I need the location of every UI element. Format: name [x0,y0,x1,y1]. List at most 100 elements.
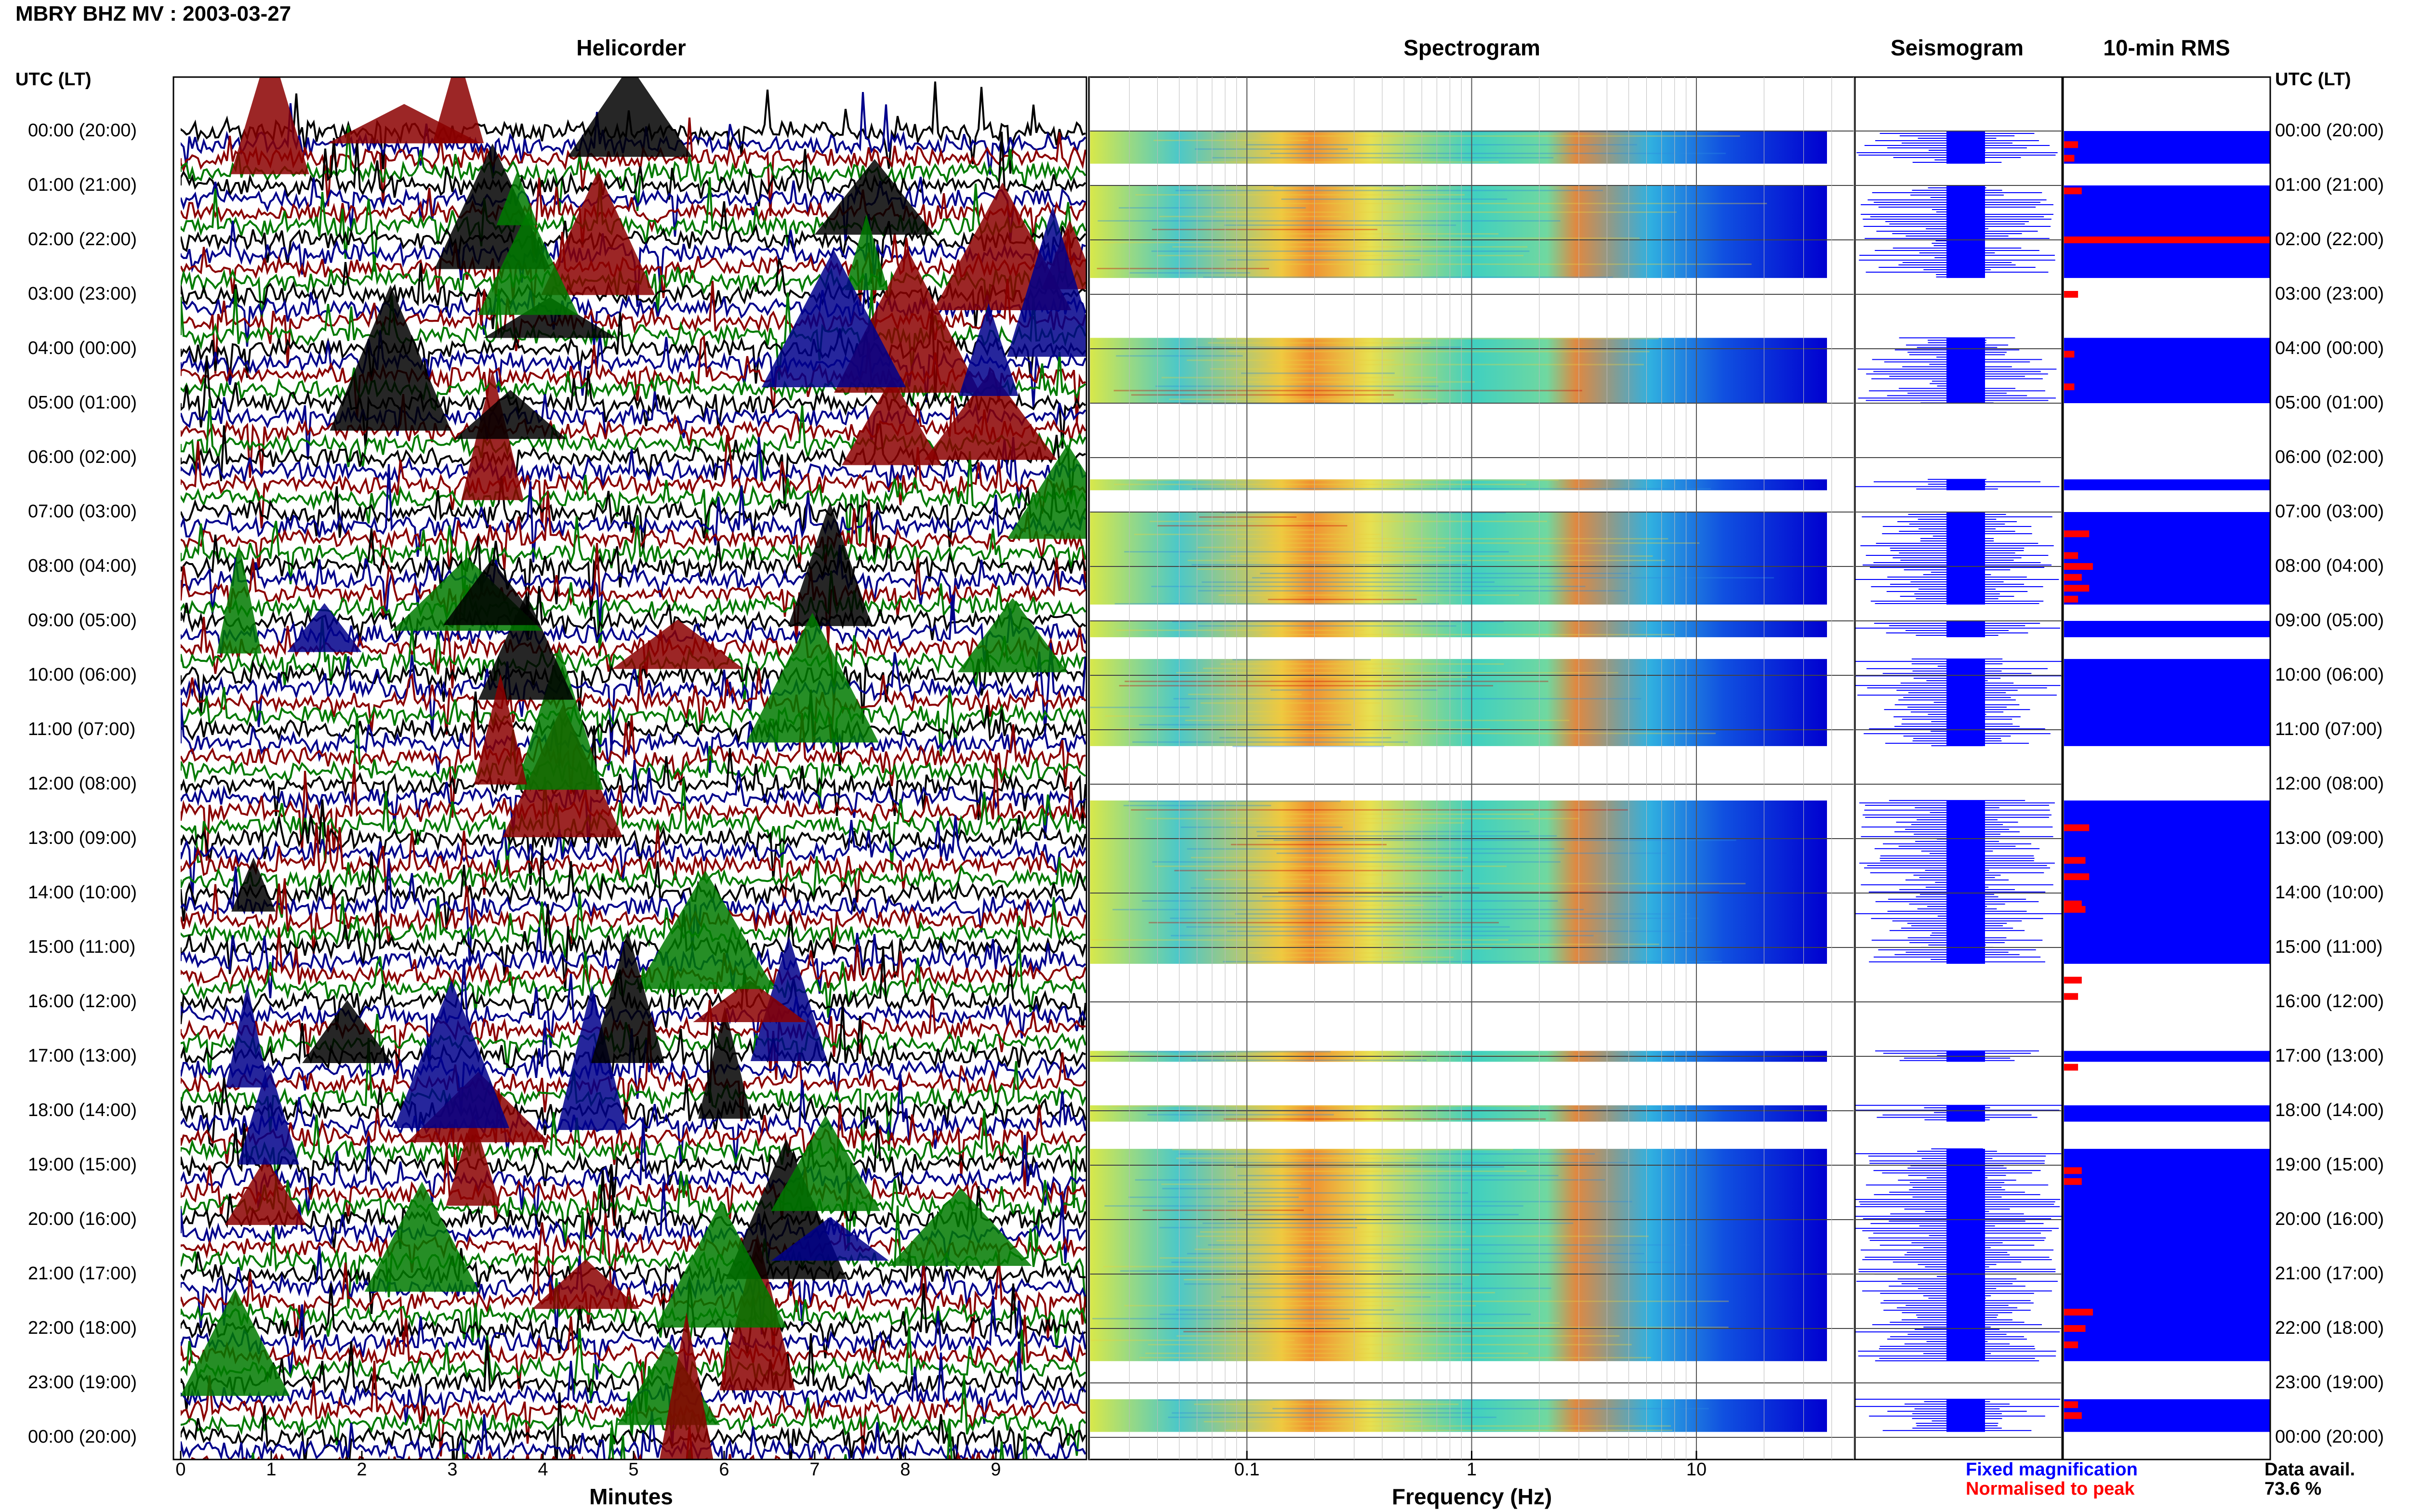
hour-label-left: 11:00 (07:00) [28,719,136,739]
spectrogram-streak [1196,1236,1649,1237]
minutes-tick: 9 [991,1459,1001,1480]
helicorder-event [750,936,828,1062]
helicorder-event [842,377,942,465]
helicorder-event [636,870,775,989]
hour-label-right: 21:00 (17:00) [2275,1263,2384,1284]
spectrogram-streak [1274,1425,1671,1427]
helicorder-event [788,502,872,626]
spectrogram-streak [1098,220,1561,222]
seismogram-core [1946,1149,1985,1361]
hour-label-right: 03:00 (23:00) [2275,284,2384,304]
axis-ticks [180,1451,1697,1459]
spectrogram-streak [1124,551,1509,552]
spectrogram-block [1090,1105,1827,1122]
helicorder-event [814,159,935,235]
seismogram-core [1946,1105,1985,1122]
hour-label-left: 05:00 (01:00) [28,393,137,413]
hour-label-left: 18:00 (14:00) [28,1100,137,1120]
spectrogram-streak [1194,1249,1469,1250]
helicorder-event [225,1157,307,1225]
spectrogram-streak [1223,960,1722,962]
hour-label-right: 19:00 (15:00) [2275,1155,2384,1175]
page-title: MBRY BHZ MV : 2003-03-27 [15,2,291,26]
helicorder-trace [181,1278,1086,1349]
helicorder-trace [181,117,1086,216]
spectrogram-streak [1131,394,1394,396]
helicorder-event [181,1288,290,1396]
hour-label-left: 17:00 (13:00) [28,1046,137,1066]
spectrogram-streak [1155,385,1439,387]
spectrogram-streak [1248,1292,1495,1294]
spectrogram-block [1090,659,1827,746]
spectrogram-streak [1191,1059,1427,1061]
hour-label-left: 07:00 (03:00) [28,501,137,522]
spectrogram-streak [1272,813,1534,815]
spectrogram-streak [1091,939,1509,941]
spectrogram-streak [1198,590,1627,592]
spectrogram-streak [1194,1403,1459,1405]
hour-label-right: 01:00 (21:00) [2275,175,2384,195]
spectrogram-streak [1241,372,1395,374]
hour-label-right: 02:00 (22:00) [2275,229,2384,250]
spectrogram-streak [1273,233,1499,235]
spectrogram-streak [1240,1322,1560,1324]
rms-normalised-bar [2064,383,2075,391]
helicorder-event [230,77,309,174]
spectrogram-streak [1250,237,1640,239]
spectrogram-streak [1149,921,1499,923]
spectrogram-streak [1172,246,1528,248]
helicorder-event [924,370,1057,460]
spectrogram-streak [1189,1162,1628,1164]
rms-normalised-bar [2064,1412,2082,1419]
helicorder-trace [181,856,1086,918]
hour-label-left: 09:00 (05:00) [28,610,137,631]
spectrogram-streak [1114,603,1439,605]
rms-fixed-block [2064,338,2270,403]
helicorder-event [483,297,617,338]
rms-normalised-bar [2064,1401,2078,1408]
hour-label-left: 03:00 (23:00) [28,284,137,304]
rms-fixed-block [2064,185,2270,278]
helicorder-trace [181,1333,1086,1422]
hour-label-left: 04:00 (00:00) [28,338,137,358]
spectrogram-streak [1202,1223,1574,1224]
minutes-tick: 8 [900,1459,911,1480]
rms-normalised-bar [2064,1167,2082,1174]
spectrogram-streak [1254,676,1468,678]
spectrogram-streak [1092,1318,1350,1320]
spectrogram-streak [1216,1240,1357,1242]
hour-label-left: 21:00 (17:00) [28,1263,137,1284]
helicorder-trace [181,177,1086,263]
hour-label-left: 12:00 (08:00) [28,774,137,794]
spectrogram-streak [1114,484,1526,486]
hour-label-left: 23:00 (19:00) [28,1372,137,1393]
spectrogram-streak [1142,900,1558,902]
spectrogram-streak [1204,878,1310,880]
rms-normalised-bar [2064,873,2090,881]
helicorder-trace [181,754,1086,861]
spectrogram-streak [1196,346,1462,348]
helicorder-event [557,985,627,1130]
spectrogram-streak [1139,1357,1651,1359]
spectrogram-streak [1270,153,1726,154]
hour-label-left: 10:00 (06:00) [28,665,137,685]
helicorder-event [889,1188,1032,1266]
spectrogram-streak [1208,1244,1690,1246]
spectrogram-streak [1172,1412,1472,1414]
spectrogram-streak [1142,1210,1304,1211]
hour-label-right: 15:00 (11:00) [2275,937,2383,957]
spectrogram-streak [1243,381,1475,383]
rms-normalised-bar [2064,1325,2086,1332]
helicorder-event [655,1202,787,1328]
helicorder-event [394,980,509,1128]
spectrogram-streak [1187,848,1564,850]
rms-fixed-block [2064,479,2270,490]
helicorder-trace [181,437,1086,509]
spectrogram-streak [1278,891,1720,893]
hour-label-left: 00:00 (20:00) [28,120,137,141]
spectrogram-streak [1172,621,1504,622]
spectrogram-panel [1090,131,1827,1432]
spectrogram-streak [1151,586,1586,587]
spectrogram-streak [1208,342,1431,344]
